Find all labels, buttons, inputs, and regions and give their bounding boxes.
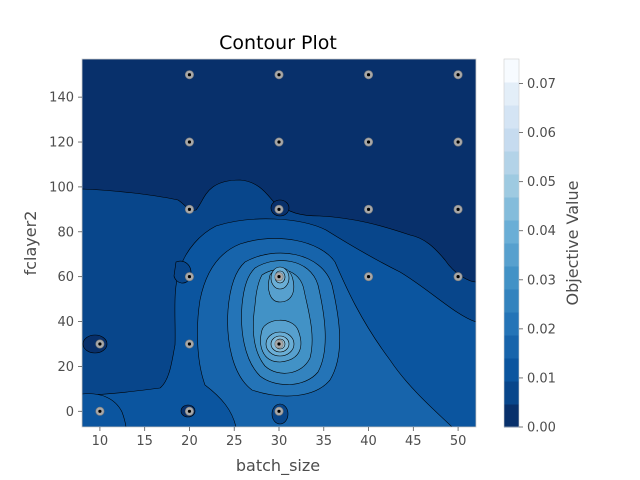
- colorbar-segment: [504, 82, 519, 106]
- colorbar-tick-label: 0.03: [527, 273, 556, 288]
- colorbar-segment: [504, 312, 519, 336]
- trial-point: [95, 339, 105, 349]
- colorbar-tick-label: 0.00: [527, 421, 556, 436]
- colorbar-tick-label: 0.04: [527, 224, 556, 239]
- colorbar-segment: [504, 197, 519, 221]
- trial-point: [184, 137, 194, 147]
- colorbar-segment: [504, 105, 519, 129]
- colorbar-segment: [504, 381, 519, 405]
- trial-point: [274, 272, 284, 282]
- x-tick-label: 30: [271, 434, 288, 449]
- trial-point-inner: [456, 207, 460, 211]
- colorbar-segment: [504, 266, 519, 290]
- colorbar-segment: [504, 289, 519, 313]
- colorbar-label: Objective Value: [563, 181, 582, 306]
- trial-point-inner: [98, 342, 102, 346]
- x-tick-label: 40: [360, 434, 377, 449]
- trial-point: [364, 137, 374, 147]
- trial-point-inner: [456, 140, 460, 144]
- trial-point: [184, 70, 194, 80]
- x-tick-label: 20: [181, 434, 198, 449]
- trial-point-inner: [277, 140, 281, 144]
- y-tick-label: 80: [57, 225, 74, 240]
- x-tick-label: 35: [315, 434, 332, 449]
- trial-point-inner: [456, 275, 460, 279]
- trial-point: [274, 137, 284, 147]
- trial-point-inner: [366, 275, 371, 279]
- x-axis-label: batch_size: [236, 456, 320, 476]
- y-tick-label: 60: [57, 270, 74, 285]
- colorbar-segment: [504, 243, 519, 267]
- x-tick-label: 45: [405, 434, 422, 449]
- colorbar-tick-label: 0.01: [527, 371, 556, 386]
- trial-point: [364, 204, 374, 214]
- trial-point-inner: [187, 409, 192, 413]
- trial-point: [184, 406, 194, 416]
- y-axis: 0 20 40 60 80 100 120 140: [49, 91, 82, 420]
- trial-point-inner: [187, 275, 192, 279]
- x-tick-label: 15: [136, 434, 153, 449]
- contour-fill-layer: [82, 59, 476, 427]
- trial-point: [274, 70, 284, 80]
- chart-title: Contour Plot: [219, 32, 337, 54]
- trial-point: [184, 272, 194, 282]
- colorbar-tick-label: 0.02: [527, 322, 556, 337]
- colorbar-segment: [504, 174, 519, 198]
- trial-point: [184, 339, 194, 349]
- trial-point: [184, 204, 194, 214]
- trial-point: [453, 272, 463, 282]
- y-tick-label: 100: [49, 180, 74, 195]
- colorbar-segment: [504, 358, 519, 382]
- trial-point-inner: [277, 342, 281, 346]
- x-axis: 10 15 20 25 30 35 40 45 50: [92, 427, 467, 449]
- contour-blob-10-30: [82, 334, 108, 354]
- colorbar-segment: [504, 59, 519, 83]
- trial-point: [364, 272, 374, 282]
- trial-point-inner: [277, 275, 281, 279]
- trial-point: [274, 204, 284, 214]
- trial-point-inner: [187, 73, 192, 77]
- trial-point-inner: [456, 73, 460, 77]
- trial-point-inner: [187, 140, 192, 144]
- y-tick-label: 120: [49, 136, 74, 151]
- trial-point: [364, 70, 374, 80]
- trial-point-inner: [366, 207, 371, 211]
- trial-point: [453, 137, 463, 147]
- y-tick-label: 0: [66, 405, 74, 420]
- trial-point-inner: [98, 409, 102, 413]
- trial-point-inner: [366, 140, 371, 144]
- colorbar-tick-label: 0.06: [527, 126, 556, 141]
- colorbar-segment: [504, 128, 519, 152]
- trial-point-inner: [277, 409, 281, 413]
- x-tick-label: 25: [226, 434, 243, 449]
- y-axis-label: fclayer2: [21, 211, 40, 276]
- trial-point: [274, 339, 284, 349]
- colorbar-segment: [504, 220, 519, 244]
- colorbar-segment: [504, 151, 519, 175]
- trial-point-inner: [187, 342, 192, 346]
- trial-point-inner: [277, 73, 281, 77]
- trial-point-inner: [277, 207, 281, 211]
- colorbar-tick-label: 0.07: [527, 77, 556, 92]
- colorbar-frame: [503, 58, 520, 428]
- y-tick-label: 140: [49, 91, 74, 106]
- x-tick-label: 10: [92, 434, 109, 449]
- trial-point: [274, 406, 284, 416]
- trial-point-inner: [187, 207, 192, 211]
- y-tick-label: 40: [57, 315, 74, 330]
- trial-point: [95, 406, 105, 416]
- x-tick-label: 50: [450, 434, 467, 449]
- y-tick-label: 20: [57, 360, 74, 375]
- colorbar-tick-label: 0.05: [527, 175, 556, 190]
- trial-markers: [95, 70, 463, 416]
- trial-point: [453, 70, 463, 80]
- colorbar: 0.00 0.01 0.02 0.03 0.04 0.05 0.06 0.07: [503, 58, 556, 436]
- colorbar-segment: [504, 335, 519, 359]
- trial-point: [453, 204, 463, 214]
- trial-point-inner: [366, 73, 371, 77]
- colorbar-segment: [504, 404, 519, 428]
